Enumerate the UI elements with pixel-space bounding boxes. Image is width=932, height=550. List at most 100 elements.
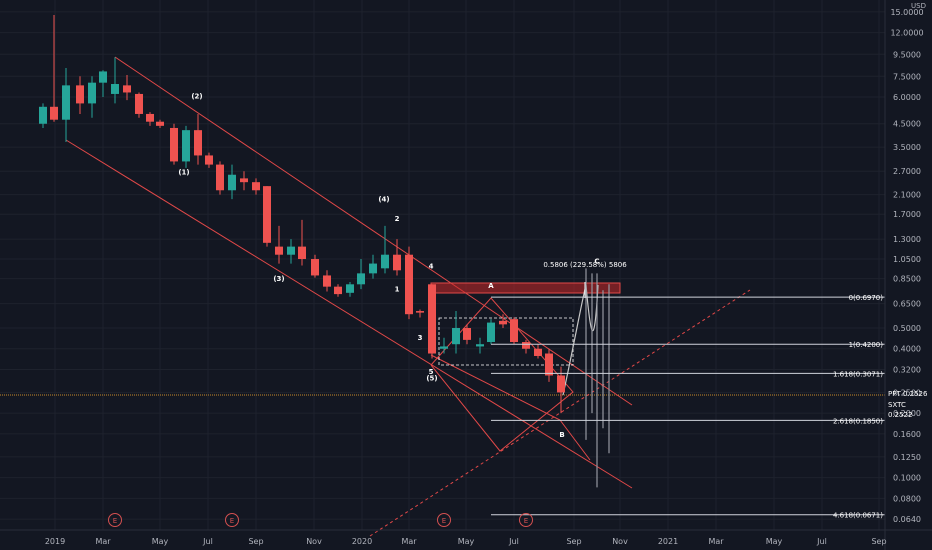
x-tick-label: Jul: [816, 537, 827, 546]
candle-body: [357, 273, 365, 285]
candle-body: [499, 320, 507, 325]
candle-body: [252, 182, 260, 191]
y-tick-label: 2.1000: [893, 191, 921, 200]
candle-body: [146, 113, 154, 122]
x-tick-label: May: [766, 537, 783, 546]
y-tick-label: 3.5000: [893, 143, 921, 152]
candle-body: [170, 127, 178, 162]
y-tick-label: 15.0000: [890, 8, 923, 17]
currency-label: USD: [911, 2, 926, 10]
x-tick-label: Mar: [401, 537, 417, 546]
y-tick-label: 2.7000: [893, 167, 921, 176]
fib-level-label: 1.618(0.3071): [833, 370, 883, 378]
candle-body: [334, 286, 342, 295]
y-tick-label: 0.1250: [893, 453, 921, 462]
candle-body: [440, 346, 448, 349]
candle-body: [487, 322, 495, 343]
fib-level-label: 4.618(0.0671): [833, 512, 883, 520]
y-tick-label: 0.0800: [893, 494, 921, 503]
candle-body: [156, 121, 164, 126]
y-axis: 15.0000 12.0000 9.5000 7.5000 6.0000 4.5000 3.…: [884, 0, 924, 550]
candle-body: [287, 246, 295, 255]
x-tick-label: 2021: [658, 537, 678, 546]
price-badge-ppt: PPT 0.2526: [888, 390, 928, 398]
event-marker-label: E: [230, 517, 234, 525]
y-tick-label: 0.1000: [893, 474, 921, 483]
grid-lines: [0, 0, 885, 530]
event-marker-label: E: [524, 517, 528, 525]
wave-label: B: [559, 431, 564, 439]
candle-body: [62, 85, 70, 120]
x-tick-label: Mar: [708, 537, 724, 546]
event-marker-icon: [437, 513, 451, 527]
y-tick-label: 0.0640: [893, 515, 921, 524]
candle-body: [545, 353, 553, 376]
y-tick-label: 12.0000: [890, 29, 923, 38]
measure-box: [438, 317, 574, 366]
candle-body: [182, 130, 190, 162]
candle-body: [111, 84, 119, 94]
wave-label: (1): [178, 169, 189, 177]
candle-body: [240, 178, 248, 183]
event-marker-label: E: [113, 517, 117, 525]
x-tick-label: Sep: [248, 537, 263, 546]
candle-body: [522, 342, 530, 349]
channel-upper-line: [114, 56, 633, 406]
y-tick-label: 4.5000: [893, 120, 921, 129]
candle-body: [39, 106, 47, 124]
wave-label: 3: [418, 334, 423, 342]
candle-body: [393, 254, 401, 271]
y-tick-label: 0.1600: [893, 430, 921, 439]
candle-body: [263, 186, 271, 243]
y-tick-label: 9.5000: [893, 50, 921, 59]
candle-body: [311, 259, 319, 276]
x-tick-label: Nov: [612, 537, 628, 546]
x-tick-label: 2019: [45, 537, 65, 546]
candle-body: [228, 174, 236, 191]
candles-layer: [39, 14, 610, 488]
event-marker-icon: [225, 513, 239, 527]
wave-label: (3): [273, 275, 284, 283]
y-tick-label: 0.6500: [893, 300, 921, 309]
wave-label: 2: [395, 215, 400, 223]
y-tick-label: 0.3200: [893, 365, 921, 374]
x-tick-label: 2020: [352, 537, 372, 546]
candle-body: [428, 284, 436, 354]
candle-body: [216, 164, 224, 191]
wave-label: 5: [429, 368, 434, 376]
y-tick-label: 1.7000: [893, 210, 921, 219]
candle-body: [194, 130, 202, 156]
candle-body: [452, 328, 460, 345]
candle-body: [99, 71, 107, 83]
x-tick-label: Nov: [306, 537, 322, 546]
candle-body: [275, 246, 283, 255]
x-tick-label: Sep: [566, 537, 581, 546]
measure-label: 0.5806 (229.58%) 5806: [543, 261, 627, 269]
candle-body: [323, 275, 331, 287]
y-tick-label: 0.8500: [893, 275, 921, 284]
wave-label: 4: [429, 262, 434, 270]
y-tick-label: 0.2000: [893, 409, 921, 418]
wave-label: (5): [426, 374, 437, 382]
event-marker-label: E: [442, 517, 446, 525]
lower-wedge-line: [430, 354, 591, 461]
y-tick-label: 1.0500: [893, 255, 921, 264]
candle-body: [534, 348, 542, 356]
event-marker-icon: [108, 513, 122, 527]
candle-body: [416, 311, 424, 313]
x-tick-label: May: [152, 537, 169, 546]
candle-body: [557, 375, 565, 393]
chart-drawings: [0, 56, 885, 537]
x-axis: 2019 Mar May Jul Sep Nov 2020 Mar May Jul Sep Nov 20…: [0, 529, 932, 546]
diamond-drawing: [430, 297, 574, 452]
y-tick-label: 7.5000: [893, 72, 921, 81]
candle-body: [510, 319, 518, 343]
candle-body: [381, 254, 389, 269]
channel-lower-line: [65, 139, 633, 489]
candle-body: [476, 344, 484, 347]
candle-body: [123, 85, 131, 93]
fib-extension: 0(0.6970) 1(0.4200) 1.618(0.3071) 2.618(0.1…: [491, 294, 885, 520]
y-tick-label: 0.4000: [893, 345, 921, 354]
wave-label: A: [488, 282, 494, 290]
